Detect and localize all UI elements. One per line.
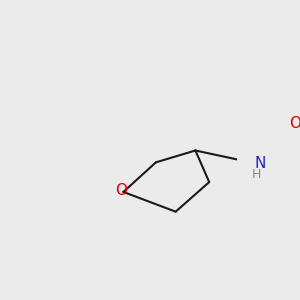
Text: O: O — [116, 184, 128, 199]
Text: O: O — [289, 116, 300, 131]
Text: H: H — [252, 168, 261, 181]
Text: N: N — [255, 156, 266, 171]
